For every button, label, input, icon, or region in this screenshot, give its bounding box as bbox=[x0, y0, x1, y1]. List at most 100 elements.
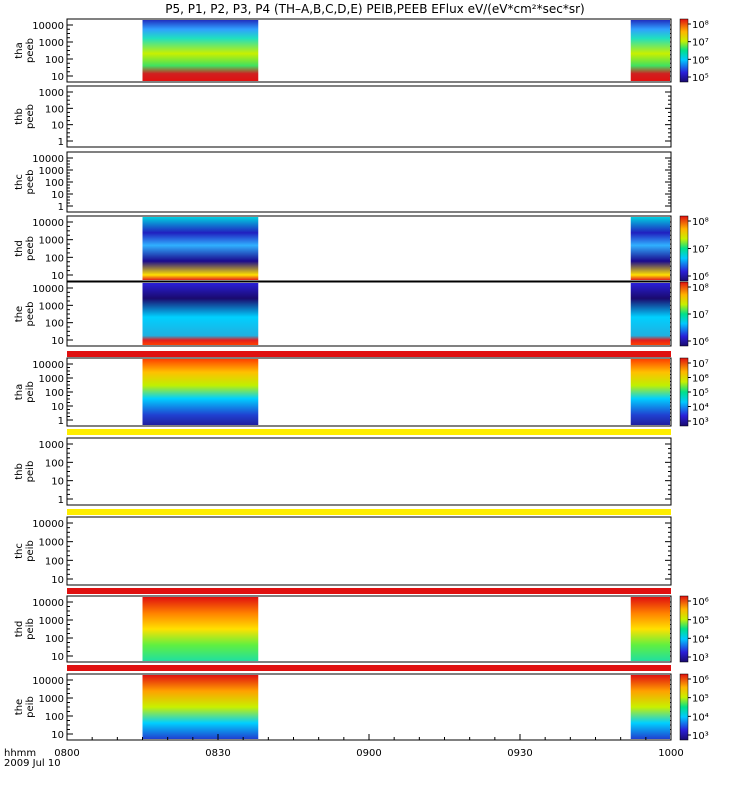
spectrogram-block bbox=[142, 675, 259, 739]
ytick-label: 1000 bbox=[39, 440, 64, 451]
panel-the-peeb: the peeb 10 100 1000 10000 10⁶ 10⁷ 10⁸ bbox=[14, 281, 709, 348]
panel-ylabel: thb bbox=[14, 463, 25, 480]
ytick-label: 10 bbox=[51, 72, 64, 83]
colorbar-tick-label: 10⁵ bbox=[692, 694, 709, 705]
colorbar-tick-label: 10⁷ bbox=[692, 245, 709, 256]
quality-flag-bar bbox=[67, 588, 671, 594]
colorbar-tick-label: 10⁵ bbox=[692, 73, 709, 84]
colorbar bbox=[679, 215, 689, 282]
xtick-label: 1000 bbox=[658, 748, 683, 759]
date-label: 2009 Jul 10 bbox=[4, 758, 61, 769]
ytick-label: 100 bbox=[45, 712, 64, 723]
ytick-label: 10 bbox=[51, 575, 64, 586]
panel-frame bbox=[66, 151, 672, 213]
panel-tha-peeb: tha peeb 10 100 1000 10000 10⁵ 10⁶ 10⁷ 10⁸ bbox=[14, 18, 709, 84]
spectrogram-block bbox=[630, 675, 670, 739]
colorbar-tick-label: 10⁶ bbox=[692, 675, 709, 686]
panel-ylabel: thd bbox=[14, 240, 25, 257]
ytick-label: 10 bbox=[51, 730, 64, 741]
colorbar-tick-label: 10⁸ bbox=[692, 20, 709, 31]
spectrogram-block bbox=[142, 217, 259, 280]
panel-the-peib: the peib 10 100 1000 10000 10³ 10⁴ 10⁵ 10⁶ bbox=[14, 673, 709, 742]
ytick-label: 10000 bbox=[32, 154, 64, 165]
ytick-label: 10 bbox=[51, 402, 64, 413]
ytick-label: 100 bbox=[45, 253, 64, 264]
colorbar-tick-label: 10⁴ bbox=[692, 403, 709, 414]
colorbar-tick-label: 10³ bbox=[692, 417, 709, 428]
ytick-label: 1000 bbox=[39, 38, 64, 49]
colorbar-tick-label: 10⁶ bbox=[692, 337, 709, 348]
ytick-label: 1000 bbox=[39, 374, 64, 385]
colorbar-tick-label: 10⁶ bbox=[692, 597, 709, 608]
colorbar bbox=[679, 357, 689, 427]
xtick-label: 0900 bbox=[356, 748, 381, 759]
colorbar-tick-label: 10³ bbox=[692, 653, 709, 664]
spectrogram-block bbox=[630, 20, 670, 81]
ytick-label: 100 bbox=[45, 319, 64, 330]
x-axis-unit-label: hhmm bbox=[4, 748, 36, 759]
ytick-label: 1 bbox=[58, 495, 64, 506]
panel-ylabel: thc bbox=[14, 174, 25, 190]
panel-ylabel: peib bbox=[25, 696, 36, 718]
panel-ylabel: peib bbox=[25, 618, 36, 640]
spectrogram-block bbox=[142, 20, 259, 81]
ytick-label: 10 bbox=[51, 190, 64, 201]
panel-ylabel: tha bbox=[14, 42, 25, 58]
ytick-label: 10000 bbox=[32, 21, 64, 32]
ytick-label: 1000 bbox=[39, 538, 64, 549]
ytick-label: 100 bbox=[45, 634, 64, 645]
panel-ylabel: thb bbox=[14, 108, 25, 125]
panel-thd-peib: thd peib 10 100 1000 10000 10³ 10⁴ 10⁵ 10⁶ bbox=[14, 595, 709, 664]
ytick-label: 1000 bbox=[39, 301, 64, 312]
panel-thb-peib: thb peib 1 10 100 1000 bbox=[14, 437, 672, 506]
panel-ylabel: peeb bbox=[25, 302, 36, 327]
ytick-label: 10000 bbox=[32, 598, 64, 609]
colorbar bbox=[679, 673, 689, 741]
colorbar-tick-label: 10⁴ bbox=[692, 634, 709, 645]
ytick-label: 10000 bbox=[32, 284, 64, 295]
ytick-label: 100 bbox=[45, 178, 64, 189]
panel-frame bbox=[66, 85, 672, 148]
spectrogram-block bbox=[630, 283, 670, 345]
panel-ylabel: thc bbox=[14, 543, 25, 559]
ytick-label: 10000 bbox=[32, 218, 64, 229]
spectrogram-block bbox=[142, 283, 259, 345]
ytick-label: 10 bbox=[51, 271, 64, 282]
ytick-label: 1000 bbox=[39, 236, 64, 247]
ytick-label: 1 bbox=[58, 137, 64, 148]
spectrogram-block bbox=[142, 597, 259, 661]
colorbar-tick-label: 10⁸ bbox=[692, 217, 709, 228]
panel-thc-peib: thc peib 10 100 1000 10000 bbox=[14, 516, 672, 586]
colorbar-tick-label: 10⁸ bbox=[692, 283, 709, 294]
colorbar-tick-label: 10⁶ bbox=[692, 55, 709, 66]
ytick-label: 1 bbox=[58, 202, 64, 213]
colorbar-tick-label: 10⁷ bbox=[692, 310, 709, 321]
spectrogram-block bbox=[630, 359, 670, 425]
spectrogram-block bbox=[630, 217, 670, 280]
panel-ylabel: peeb bbox=[25, 38, 36, 63]
panel-thd-peeb: thd peeb 10 100 1000 10000 10⁶ 10⁷ 10⁸ bbox=[14, 215, 709, 283]
colorbar-tick-label: 10⁵ bbox=[692, 616, 709, 627]
colorbar-tick-label: 10³ bbox=[692, 731, 709, 742]
ytick-label: 10000 bbox=[32, 676, 64, 687]
ytick-label: 100 bbox=[45, 388, 64, 399]
ytick-label: 10 bbox=[51, 336, 64, 347]
ytick-label: 10 bbox=[51, 477, 64, 488]
panel-ylabel: peib bbox=[25, 540, 36, 562]
quality-flag-bar bbox=[67, 351, 671, 357]
quality-flag-bar bbox=[67, 429, 671, 435]
spectrogram-block bbox=[630, 597, 670, 661]
panel-ylabel: peib bbox=[25, 461, 36, 483]
panel-ylabel: peib bbox=[25, 381, 36, 403]
colorbar-tick-label: 10⁷ bbox=[692, 359, 709, 370]
ytick-label: 100 bbox=[45, 556, 64, 567]
ytick-label: 1000 bbox=[39, 166, 64, 177]
quality-flag-bar bbox=[67, 509, 671, 515]
panel-frame bbox=[66, 516, 672, 586]
panel-ylabel: peeb bbox=[25, 104, 36, 129]
panel-thb-peeb: thb peeb 1 10 100 1000 bbox=[14, 85, 672, 148]
ytick-label: 10 bbox=[51, 121, 64, 132]
ytick-label: 1000 bbox=[39, 616, 64, 627]
ytick-label: 10000 bbox=[32, 360, 64, 371]
